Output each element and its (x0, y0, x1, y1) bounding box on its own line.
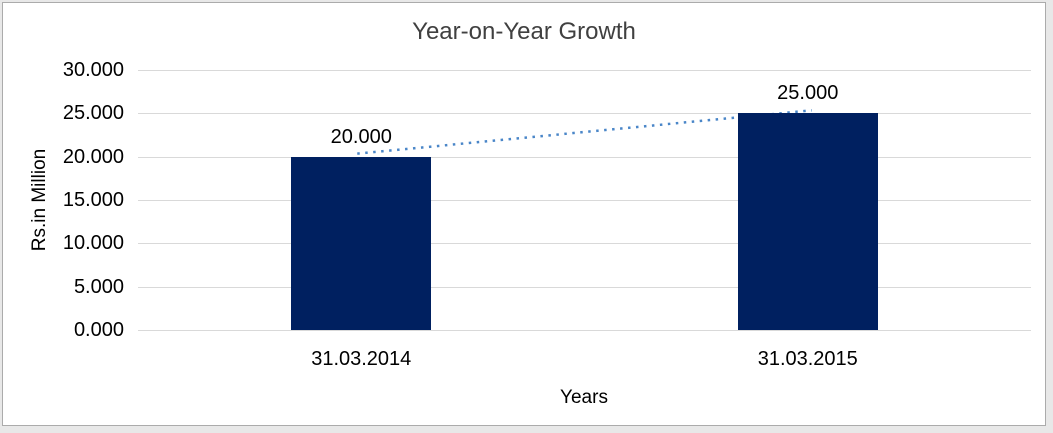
y-tick-label: 15.000 (62, 189, 124, 211)
data-label: 20.000 (330, 125, 392, 148)
x-category-label: 31.03.2015 (757, 348, 858, 370)
gridline (138, 156, 1031, 158)
chart-title: Year-on-Year Growth (412, 18, 636, 45)
plot-area: 20.000 25.000 (138, 70, 1031, 331)
y-tick-label: 0.000 (73, 319, 124, 341)
y-tick-label: 20.000 (62, 145, 124, 168)
gridline (138, 330, 1031, 331)
bar-31.03.2014 (291, 156, 432, 330)
gridline (138, 243, 1031, 245)
y-tick-label: 25.000 (62, 102, 124, 125)
gridline (138, 70, 1031, 71)
gridline (138, 200, 1031, 201)
gridline (138, 113, 1031, 115)
bar-31.03.2015 (737, 113, 878, 330)
y-tick-label: 5.000 (73, 275, 124, 298)
y-tick-label: 10.000 (62, 232, 124, 255)
gridline (138, 286, 1031, 288)
y-tick-label: 30.000 (62, 59, 124, 81)
data-label: 25.000 (777, 82, 839, 105)
x-category-label: 31.03.2014 (311, 348, 412, 370)
chart-area: Year-on-Year Growth Rs.in Million Years … (2, 2, 1046, 426)
x-axis-title: Years (560, 387, 608, 408)
